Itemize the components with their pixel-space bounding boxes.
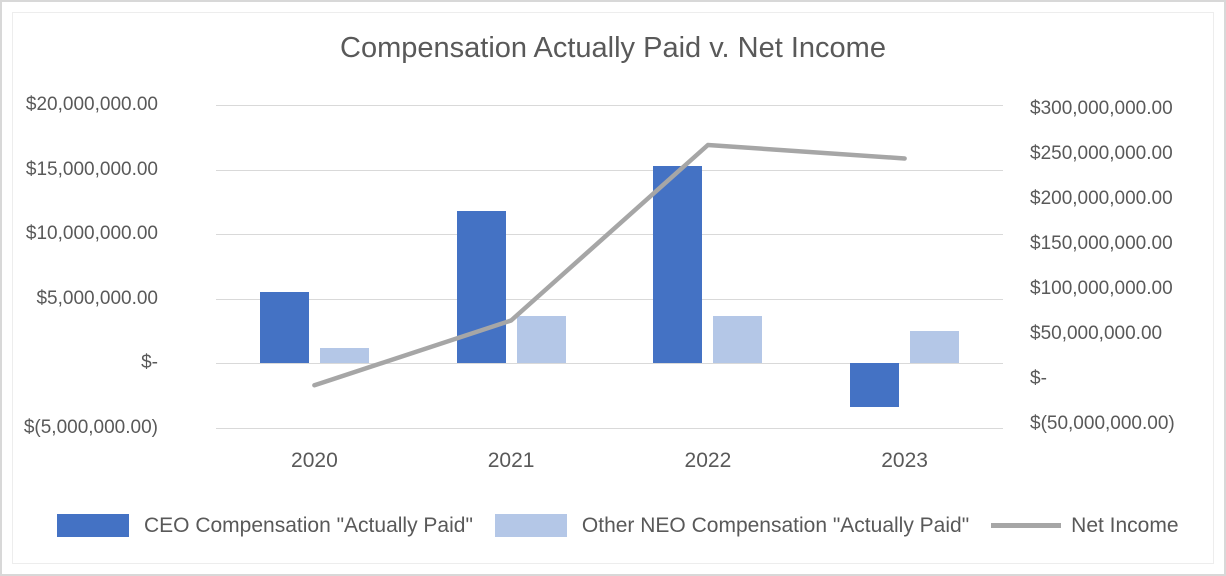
bar-neo-2021: [516, 315, 566, 364]
left-axis: $20,000,000.00 $15,000,000.00 $10,000,000.…: [2, 2, 162, 574]
left-axis-tick-label: $-: [141, 352, 158, 374]
legend-label-ceo: CEO Compensation "Actually Paid": [144, 513, 473, 537]
bar-neo-2023: [910, 331, 960, 364]
bar-neo-2020: [319, 347, 369, 364]
gridline: [216, 298, 1003, 300]
bar-ceo-2020: [259, 292, 309, 364]
gridline: [216, 105, 1003, 106]
bar-ceo-2022: [653, 165, 703, 364]
left-axis-tick-label: $10,000,000.00: [25, 223, 158, 245]
left-axis-tick-label: $(5,000,000.00): [23, 417, 158, 438]
bar-neo-2022: [713, 315, 763, 364]
legend-label-net-income: Net Income: [1071, 513, 1179, 537]
plot-area: [216, 105, 1003, 429]
x-axis-label-2021: 2021: [487, 449, 535, 472]
x-axis-label-2022: 2022: [684, 449, 732, 472]
right-axis-tick-label: $50,000,000.00: [1030, 323, 1163, 344]
legend-line-swatch-net-income: [991, 523, 1062, 528]
gridline: [216, 169, 1003, 171]
right-axis: $300,000,000.00 $250,000,000.00 $200,000,0…: [1030, 2, 1224, 574]
legend-swatch-neo: [494, 514, 567, 537]
left-axis-tick-label: $20,000,000.00: [25, 94, 158, 115]
bar-ceo-2023: [850, 363, 900, 408]
right-axis-tick-label: $200,000,000.00: [1030, 188, 1173, 209]
right-axis-tick-label: $-: [1030, 368, 1047, 389]
x-axis-label-2023: 2023: [881, 449, 928, 472]
right-axis-tick-label: $150,000,000.00: [1030, 233, 1173, 254]
net-income-line: [312, 142, 907, 388]
net-income-line-layer: [312, 142, 907, 388]
right-axis-tick-label: $100,000,000.00: [1030, 278, 1173, 299]
right-axis-tick-label: $(50,000,000.00): [1030, 413, 1175, 434]
gridline: [216, 428, 1003, 429]
x-axis-label-2020: 2020: [291, 449, 338, 472]
right-axis-tick-label: $250,000,000.00: [1030, 143, 1173, 164]
legend-swatch-ceo: [57, 514, 129, 537]
gridline: [216, 363, 1003, 365]
right-axis-tick-label: $300,000,000.00: [1030, 98, 1173, 119]
left-axis-tick-label: $5,000,000.00: [36, 287, 158, 309]
legend: CEO Compensation "Actually Paid" Other N…: [57, 503, 1201, 548]
legend-label-neo: Other NEO Compensation "Actually Paid": [581, 513, 970, 537]
left-axis-tick-label: $15,000,000.00: [25, 158, 158, 180]
chart-title: Compensation Actually Paid v. Net Income: [340, 32, 886, 64]
